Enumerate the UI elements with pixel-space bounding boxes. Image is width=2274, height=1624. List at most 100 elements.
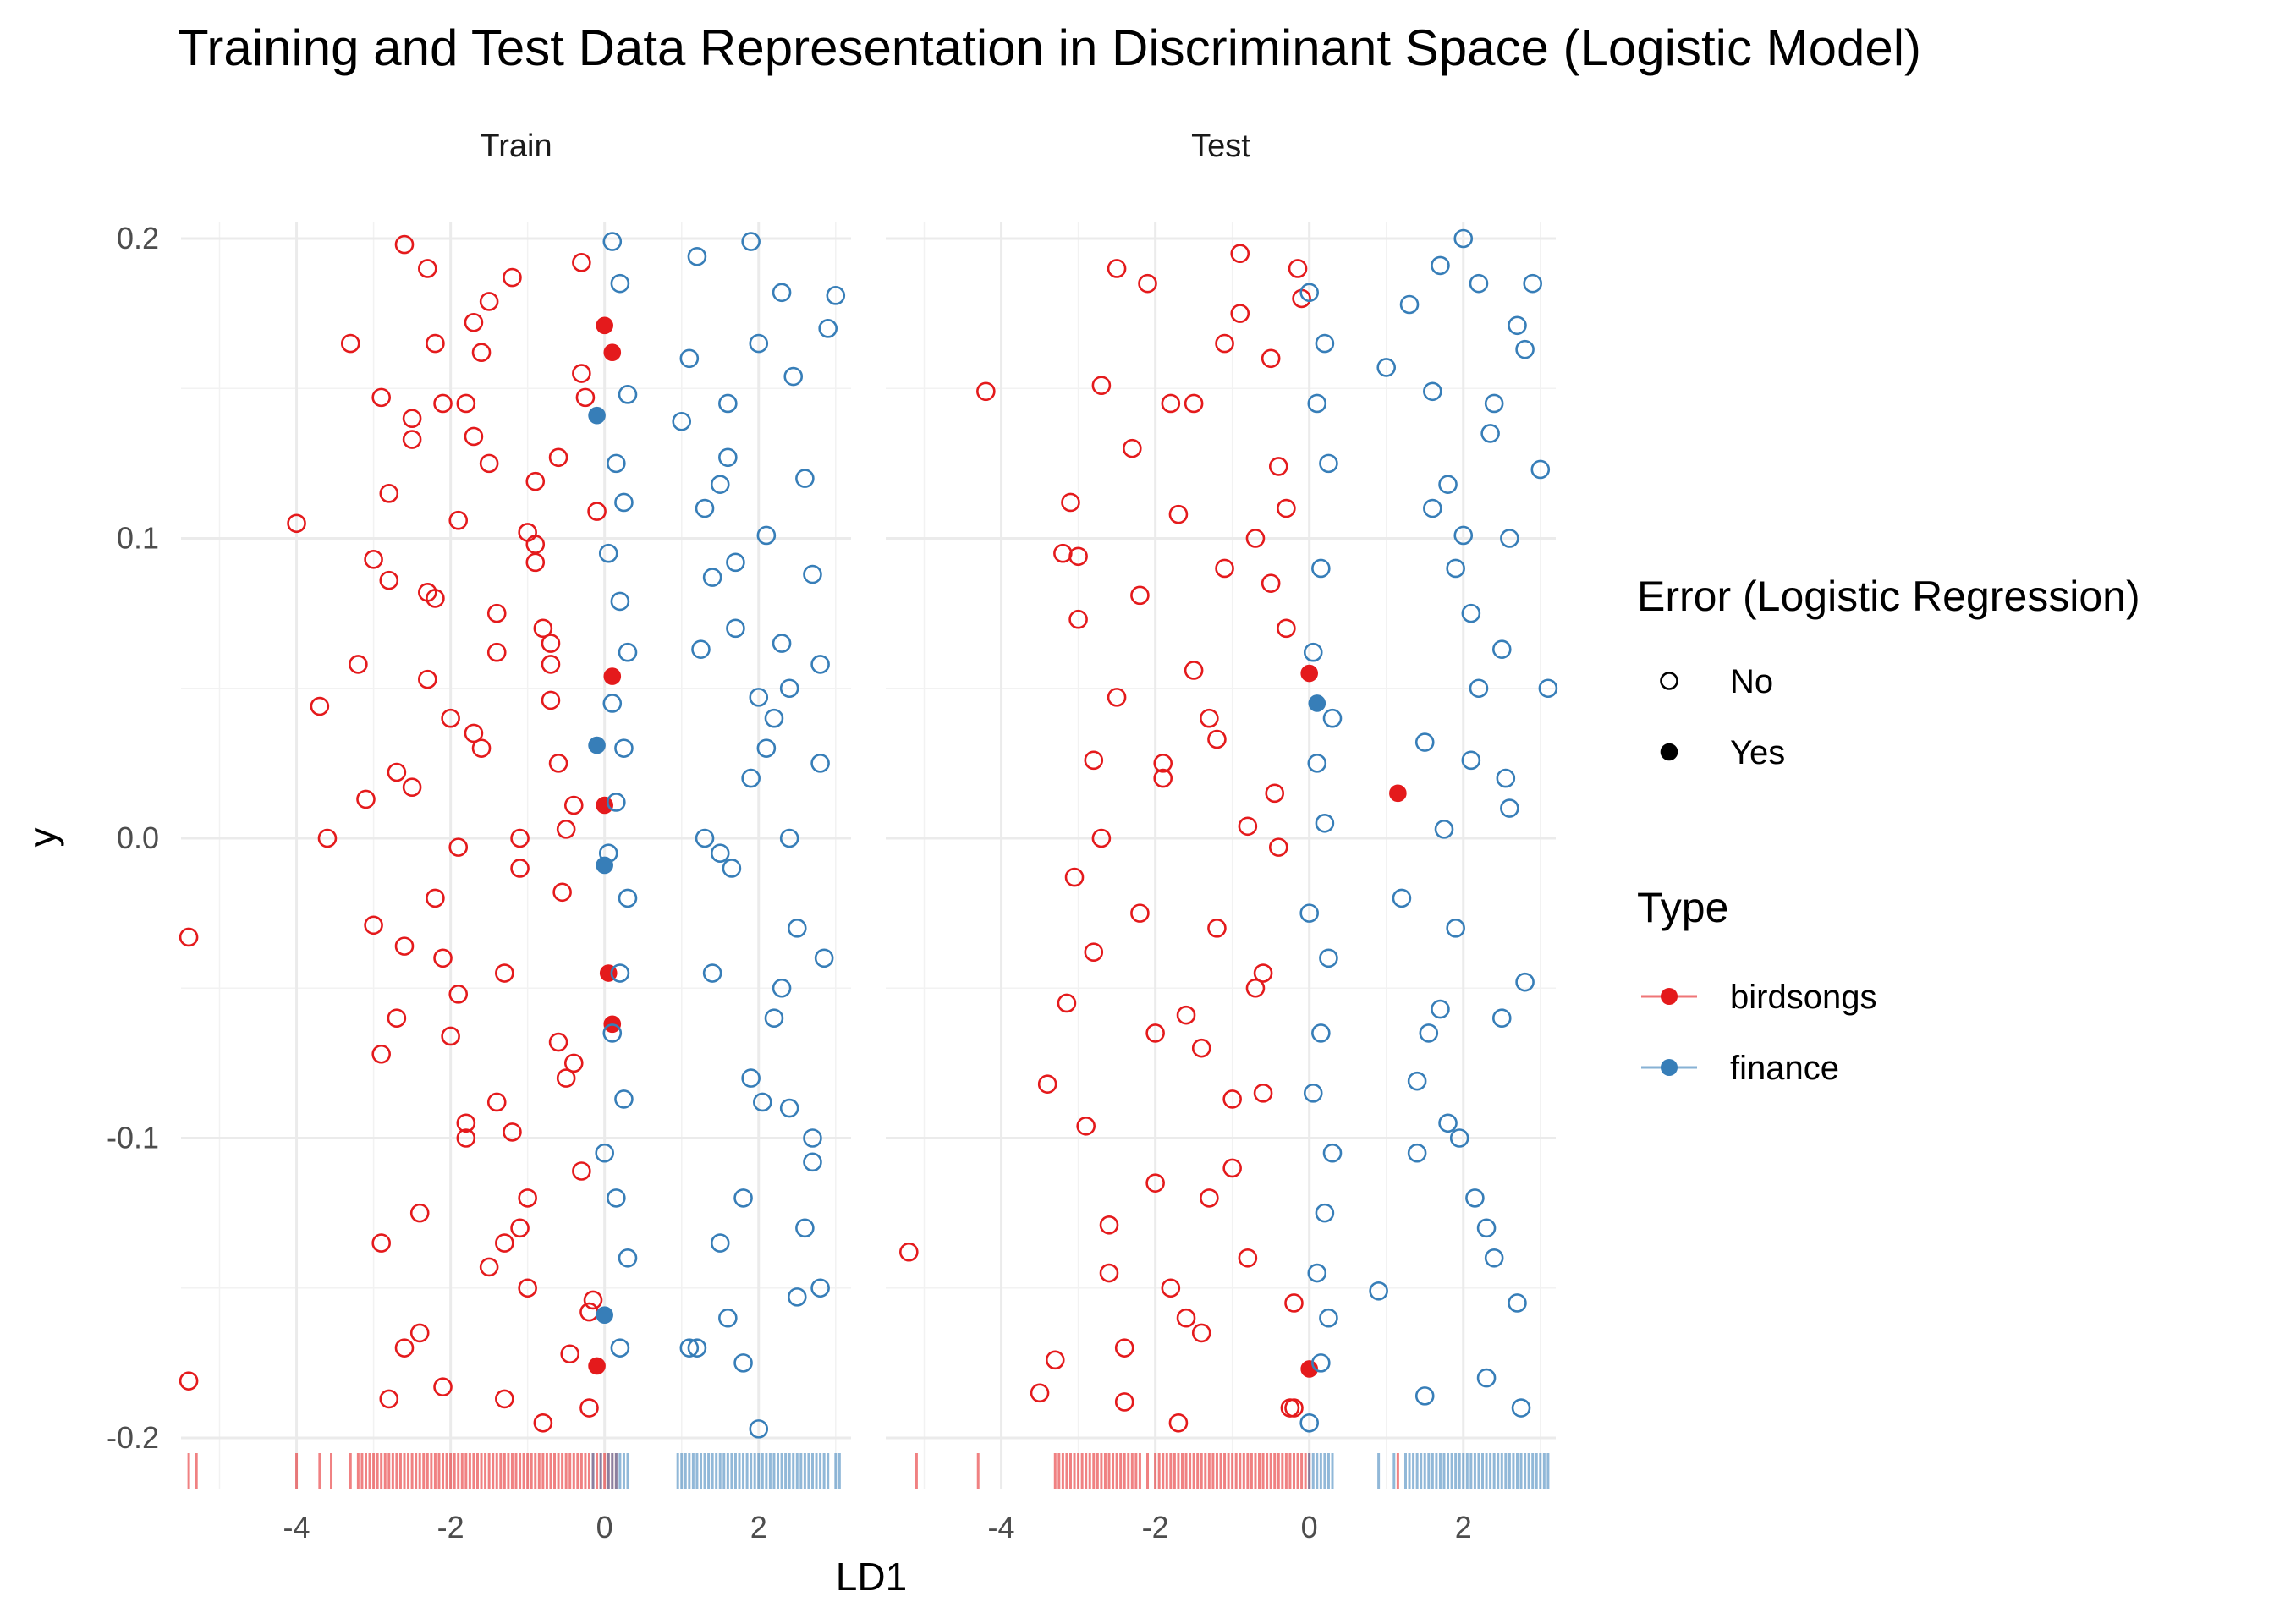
legend: Error (Logistic Regression) No Yes Type bird…	[1637, 573, 2140, 1087]
point-finance	[1307, 393, 1327, 414]
point-finance	[710, 1233, 730, 1253]
point-birdsongs	[379, 484, 399, 503]
x-tick-label: -2	[1142, 1510, 1169, 1544]
point-birdsongs	[1268, 837, 1288, 857]
point-birdsongs	[525, 552, 546, 573]
point-finance	[814, 948, 834, 968]
x-tick-label: 0	[1301, 1510, 1318, 1544]
point-birdsongs	[548, 447, 568, 468]
point-birdsongs	[1215, 333, 1234, 354]
point-finance	[741, 1068, 761, 1088]
point-finance	[1508, 1293, 1527, 1313]
point-birdsongs	[1261, 348, 1281, 369]
point-birdsongs	[486, 603, 507, 623]
point-finance	[1446, 558, 1465, 579]
point-finance	[718, 393, 738, 414]
facet-strip-label: Test	[1191, 129, 1250, 164]
point-birdsongs	[486, 642, 507, 662]
point-birdsongs	[441, 708, 460, 728]
point-finance	[1307, 1263, 1327, 1283]
point-finance	[764, 708, 784, 728]
point-birdsongs	[1084, 942, 1104, 963]
point-birdsongs	[371, 387, 391, 408]
point-finance	[1523, 273, 1542, 294]
point-birdsongs	[563, 1053, 584, 1073]
point-birdsongs-error	[603, 343, 622, 362]
point-finance	[610, 1338, 630, 1358]
point-birdsongs	[1253, 963, 1273, 983]
point-birdsongs	[1091, 828, 1112, 848]
point-finance	[1423, 381, 1442, 402]
point-birdsongs	[402, 777, 422, 798]
point-finance	[687, 1338, 707, 1358]
point-finance	[741, 768, 761, 788]
point-birdsongs	[518, 1188, 537, 1208]
point-finance	[818, 319, 838, 338]
point-birdsongs	[379, 570, 399, 590]
point-birdsongs	[1191, 1323, 1211, 1343]
point-birdsongs	[418, 669, 437, 689]
point-birdsongs	[575, 387, 596, 408]
point-finance	[610, 273, 630, 294]
point-birdsongs	[448, 837, 469, 857]
point-finance	[1407, 1071, 1427, 1091]
point-birdsongs	[394, 936, 415, 956]
point-finance	[1319, 948, 1338, 968]
y-tick-label: 0.2	[117, 221, 159, 255]
point-birdsongs	[1091, 376, 1112, 396]
point-birdsongs	[1215, 558, 1234, 579]
point-finance	[1476, 1368, 1497, 1388]
point-finance	[1434, 820, 1454, 839]
point-birdsongs	[548, 1032, 568, 1052]
point-finance	[787, 919, 807, 938]
point-finance	[1369, 1281, 1388, 1301]
point-birdsongs	[426, 589, 445, 608]
point-finance	[672, 411, 692, 431]
point-birdsongs	[464, 312, 484, 332]
point-birdsongs	[464, 723, 484, 743]
point-birdsongs-error	[596, 796, 613, 815]
point-finance	[607, 453, 626, 474]
point-finance	[610, 591, 630, 612]
point-finance	[1311, 558, 1331, 579]
point-finance	[1484, 393, 1504, 414]
point-birdsongs	[1207, 919, 1227, 938]
point-finance	[733, 1353, 753, 1373]
y-axis-title: y	[20, 828, 64, 848]
point-finance	[602, 694, 623, 713]
point-finance	[614, 738, 634, 758]
point-finance-error	[1308, 694, 1326, 712]
point-birdsongs	[387, 762, 407, 782]
point-birdsongs	[510, 1218, 530, 1238]
point-birdsongs	[464, 426, 484, 447]
point-birdsongs	[1245, 529, 1266, 548]
point-birdsongs	[1107, 259, 1127, 278]
point-finance	[595, 1143, 614, 1163]
point-birdsongs	[1284, 1293, 1304, 1313]
point-birdsongs	[503, 1122, 522, 1142]
point-birdsongs	[486, 1092, 507, 1112]
point-finance	[1449, 1128, 1469, 1148]
x-tick-label: 0	[596, 1510, 613, 1544]
point-finance	[1465, 1188, 1485, 1208]
point-finance	[1500, 529, 1519, 548]
point-finance	[598, 543, 618, 563]
point-birdsongs	[1230, 244, 1250, 264]
point-birdsongs	[1030, 1383, 1050, 1403]
x-tick-label: 2	[1455, 1510, 1472, 1544]
point-birdsongs	[1176, 1308, 1196, 1328]
point-birdsongs	[1107, 688, 1127, 707]
point-birdsongs	[1200, 708, 1219, 728]
y-tick-label: 0.1	[117, 521, 159, 556]
point-birdsongs	[1268, 457, 1288, 476]
point-finance	[618, 888, 638, 908]
chart-title: Training and Test Data Representation in…	[178, 19, 1921, 76]
point-birdsongs	[495, 963, 514, 983]
point-birdsongs	[510, 828, 530, 848]
point-birdsongs	[479, 453, 499, 474]
point-finance	[691, 639, 711, 659]
legend-title-error: Error (Logistic Regression)	[1637, 573, 2140, 620]
point-finance-error	[596, 856, 613, 875]
point-finance	[607, 793, 626, 812]
